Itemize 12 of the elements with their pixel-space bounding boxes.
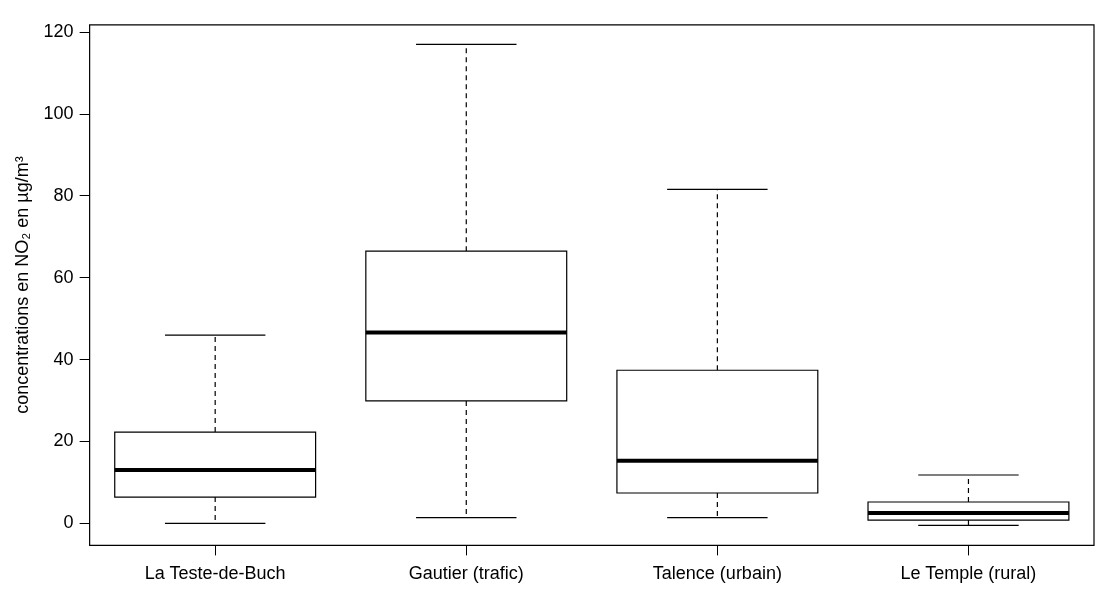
y-tick-label: 40 — [53, 348, 74, 369]
y-tick-label: 20 — [53, 430, 74, 451]
y-tick-label: 60 — [53, 266, 74, 287]
x-tick-label: La Teste-de-Buch — [144, 563, 286, 584]
x-tick-label: Gautier (trafic) — [408, 563, 524, 584]
y-axis-title: concentrations en NO₂ en µg/m³ — [11, 156, 32, 414]
y-tick-label: 80 — [53, 184, 74, 205]
y-tick-label: 0 — [63, 512, 74, 533]
y-tick-label: 100 — [43, 102, 74, 123]
y-tick-label: 120 — [43, 21, 74, 42]
x-tick-label: Talence (urbain) — [652, 563, 782, 584]
x-tick-label: Le Temple (rural) — [900, 563, 1037, 584]
